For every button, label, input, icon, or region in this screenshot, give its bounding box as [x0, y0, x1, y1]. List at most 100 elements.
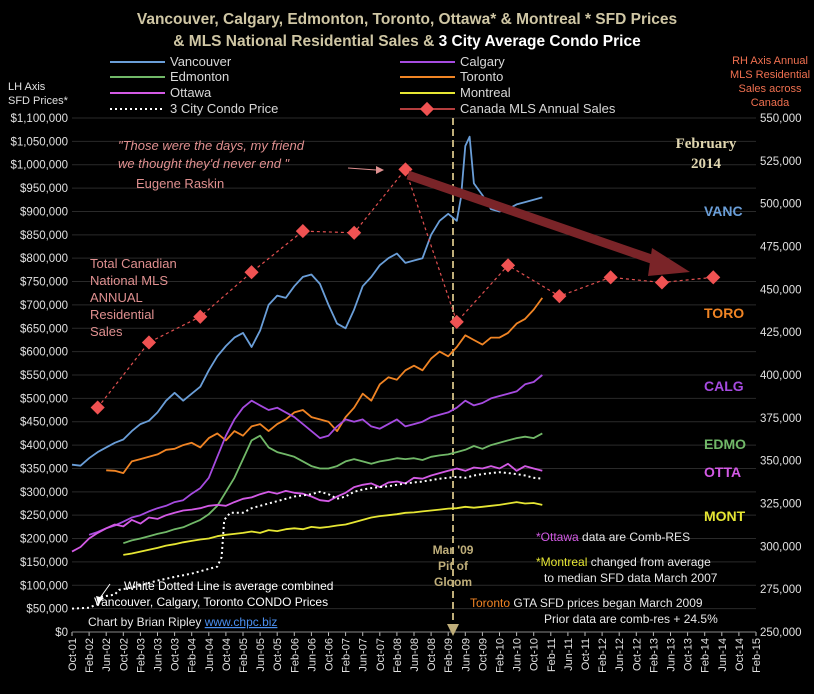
legend-label-mls: Canada MLS Annual Sales	[460, 101, 616, 116]
sales-label-3: ANNUAL	[90, 290, 143, 305]
legend-label-condo: 3 City Condo Price	[170, 101, 278, 116]
y-tick-label: $350,000	[20, 463, 68, 475]
sales-label-5: Sales	[90, 324, 123, 339]
legend-label-calgary: Calgary	[460, 54, 505, 69]
mls-sales-marker	[141, 335, 157, 350]
x-tick-label: Jun-09	[460, 638, 472, 672]
legend-label-vancouver: Vancouver	[170, 54, 232, 69]
y-tick-label: $250,000	[20, 510, 68, 522]
left-axis-label-1: LH Axis	[8, 81, 46, 93]
pit-label-2: Pit of	[438, 559, 469, 573]
chart-credit-link[interactable]: www.chpc.biz	[204, 615, 278, 629]
condo-note-pointer-head	[96, 596, 104, 604]
x-tick-label: Oct-07	[375, 638, 387, 671]
x-tick-label: Oct-11	[580, 638, 592, 670]
montreal-note: *Montreal changed from average	[536, 555, 711, 569]
x-tick-label: Oct-03	[170, 638, 182, 671]
x-tick-label: Jun-05	[255, 638, 267, 672]
y-tick-label: $1,100,000	[10, 113, 68, 125]
mls-sales-marker	[244, 265, 259, 280]
y2-tick-label: 500,000	[760, 199, 802, 211]
mls-sales-marker	[347, 225, 362, 240]
x-tick-label: Oct-02	[118, 638, 130, 671]
x-tick-label: Oct-12	[631, 638, 643, 671]
chart-title-line2-b: 3 City Average Condo Price	[439, 33, 642, 50]
x-tick-label: Jun-04	[204, 638, 216, 672]
y-tick-label: $400,000	[20, 440, 68, 452]
sales-label-2: National MLS	[90, 273, 168, 288]
ottawa-note-rest: data are Comb-RES	[579, 530, 690, 544]
y2-tick-label: 400,000	[760, 370, 802, 382]
mls-sales-marker	[552, 289, 567, 304]
quote-pointer-head	[376, 166, 384, 174]
city-label-toro: TORO	[704, 305, 744, 321]
x-tick-label: Oct-01	[67, 638, 79, 671]
y2-tick-label: 525,000	[760, 156, 802, 168]
montreal-note-line2: to median SFD data March 2007	[544, 571, 718, 585]
series-line-edmonton	[123, 432, 543, 545]
y2-tick-label: 325,000	[760, 499, 802, 511]
legend-label-edmonton: Edmonton	[170, 69, 229, 84]
x-tick-label: Jun-02	[101, 638, 113, 672]
x-tick-label: Feb-04	[187, 638, 199, 673]
y2-tick-label: 450,000	[760, 284, 802, 296]
y2-tick-label: 425,000	[760, 327, 802, 339]
y-tick-label: $1,050,000	[10, 136, 68, 148]
y-tick-label: $650,000	[20, 323, 68, 335]
y-tick-label: $0	[55, 627, 68, 639]
y-tick-label: $800,000	[20, 253, 68, 265]
x-tick-label: Feb-02	[84, 638, 96, 673]
y2-tick-label: 275,000	[760, 584, 802, 596]
quote-author: Eugene Raskin	[136, 176, 224, 191]
x-tick-label: Jun-03	[153, 638, 165, 672]
x-tick-label: Feb-15	[751, 638, 763, 673]
x-tick-label: Feb-09	[443, 638, 455, 673]
legend-marker-mls	[419, 101, 435, 117]
x-tick-label: Jun-07	[358, 638, 370, 672]
right-axis-ticks: 250,000 275,000 300,000 325,000 350,000 375,0…	[760, 113, 802, 639]
sales-label-4: Residential	[90, 307, 154, 322]
y-tick-label: $600,000	[20, 347, 68, 359]
mls-sales-marker	[603, 270, 618, 285]
x-tick-label: Jun-11	[563, 638, 575, 671]
series-line-calgary	[88, 374, 543, 536]
series-line-ottawa	[71, 462, 543, 553]
toronto-note: Toronto GTA SFD prices began March 2009	[470, 596, 703, 610]
x-tick-label: Feb-11	[546, 638, 558, 672]
condo-note-pointer	[99, 583, 111, 599]
x-tick-label: Oct-09	[477, 638, 489, 671]
date-label-month: February	[676, 136, 737, 152]
x-tick-label: Feb-03	[135, 638, 147, 673]
x-tick-label: Feb-10	[495, 638, 507, 673]
y2-tick-label: 375,000	[760, 413, 802, 425]
y2-tick-label: 350,000	[760, 456, 802, 468]
mls-sales-series	[90, 162, 721, 415]
x-tick-label: Oct-14	[734, 638, 746, 671]
y2-tick-label: 250,000	[760, 627, 802, 639]
x-tick-label: Jun-14	[717, 638, 729, 672]
y-tick-label: $100,000	[20, 580, 68, 592]
right-axis-label-2: MLS Residential	[730, 69, 810, 81]
trend-arrow-head	[648, 248, 690, 276]
left-axis-ticks: $0 $50,000 $100,000 $150,000 $200,000 $250,00…	[10, 113, 68, 639]
y2-tick-label: 550,000	[760, 113, 802, 125]
x-tick-label: Jun-06	[306, 638, 318, 672]
x-tick-label: Jun-10	[512, 638, 524, 672]
series-line-toronto	[106, 297, 544, 475]
x-tick-label: Jun-13	[666, 638, 678, 672]
mls-sales-marker	[90, 400, 105, 415]
pit-label-1: Mar '09	[433, 543, 474, 557]
y-tick-label: $450,000	[20, 417, 68, 429]
y-tick-label: $50,000	[26, 604, 68, 616]
x-tick-label: Oct-08	[426, 638, 438, 671]
right-axis-label-3: Sales across	[739, 83, 802, 95]
x-tick-label: Oct-10	[529, 638, 541, 671]
legend: Vancouver Edmonton Ottawa 3 City Condo P…	[110, 54, 616, 117]
toronto-note-city: Toronto	[470, 596, 510, 610]
chart-credit-prefix: Chart by Brian Ripley	[88, 615, 205, 629]
date-label-year: 2014	[691, 156, 722, 172]
y-tick-label: $300,000	[20, 487, 68, 499]
toronto-note-line2: Prior data are comb-res + 24.5%	[544, 612, 718, 626]
montreal-note-star: *Montreal	[536, 555, 587, 569]
